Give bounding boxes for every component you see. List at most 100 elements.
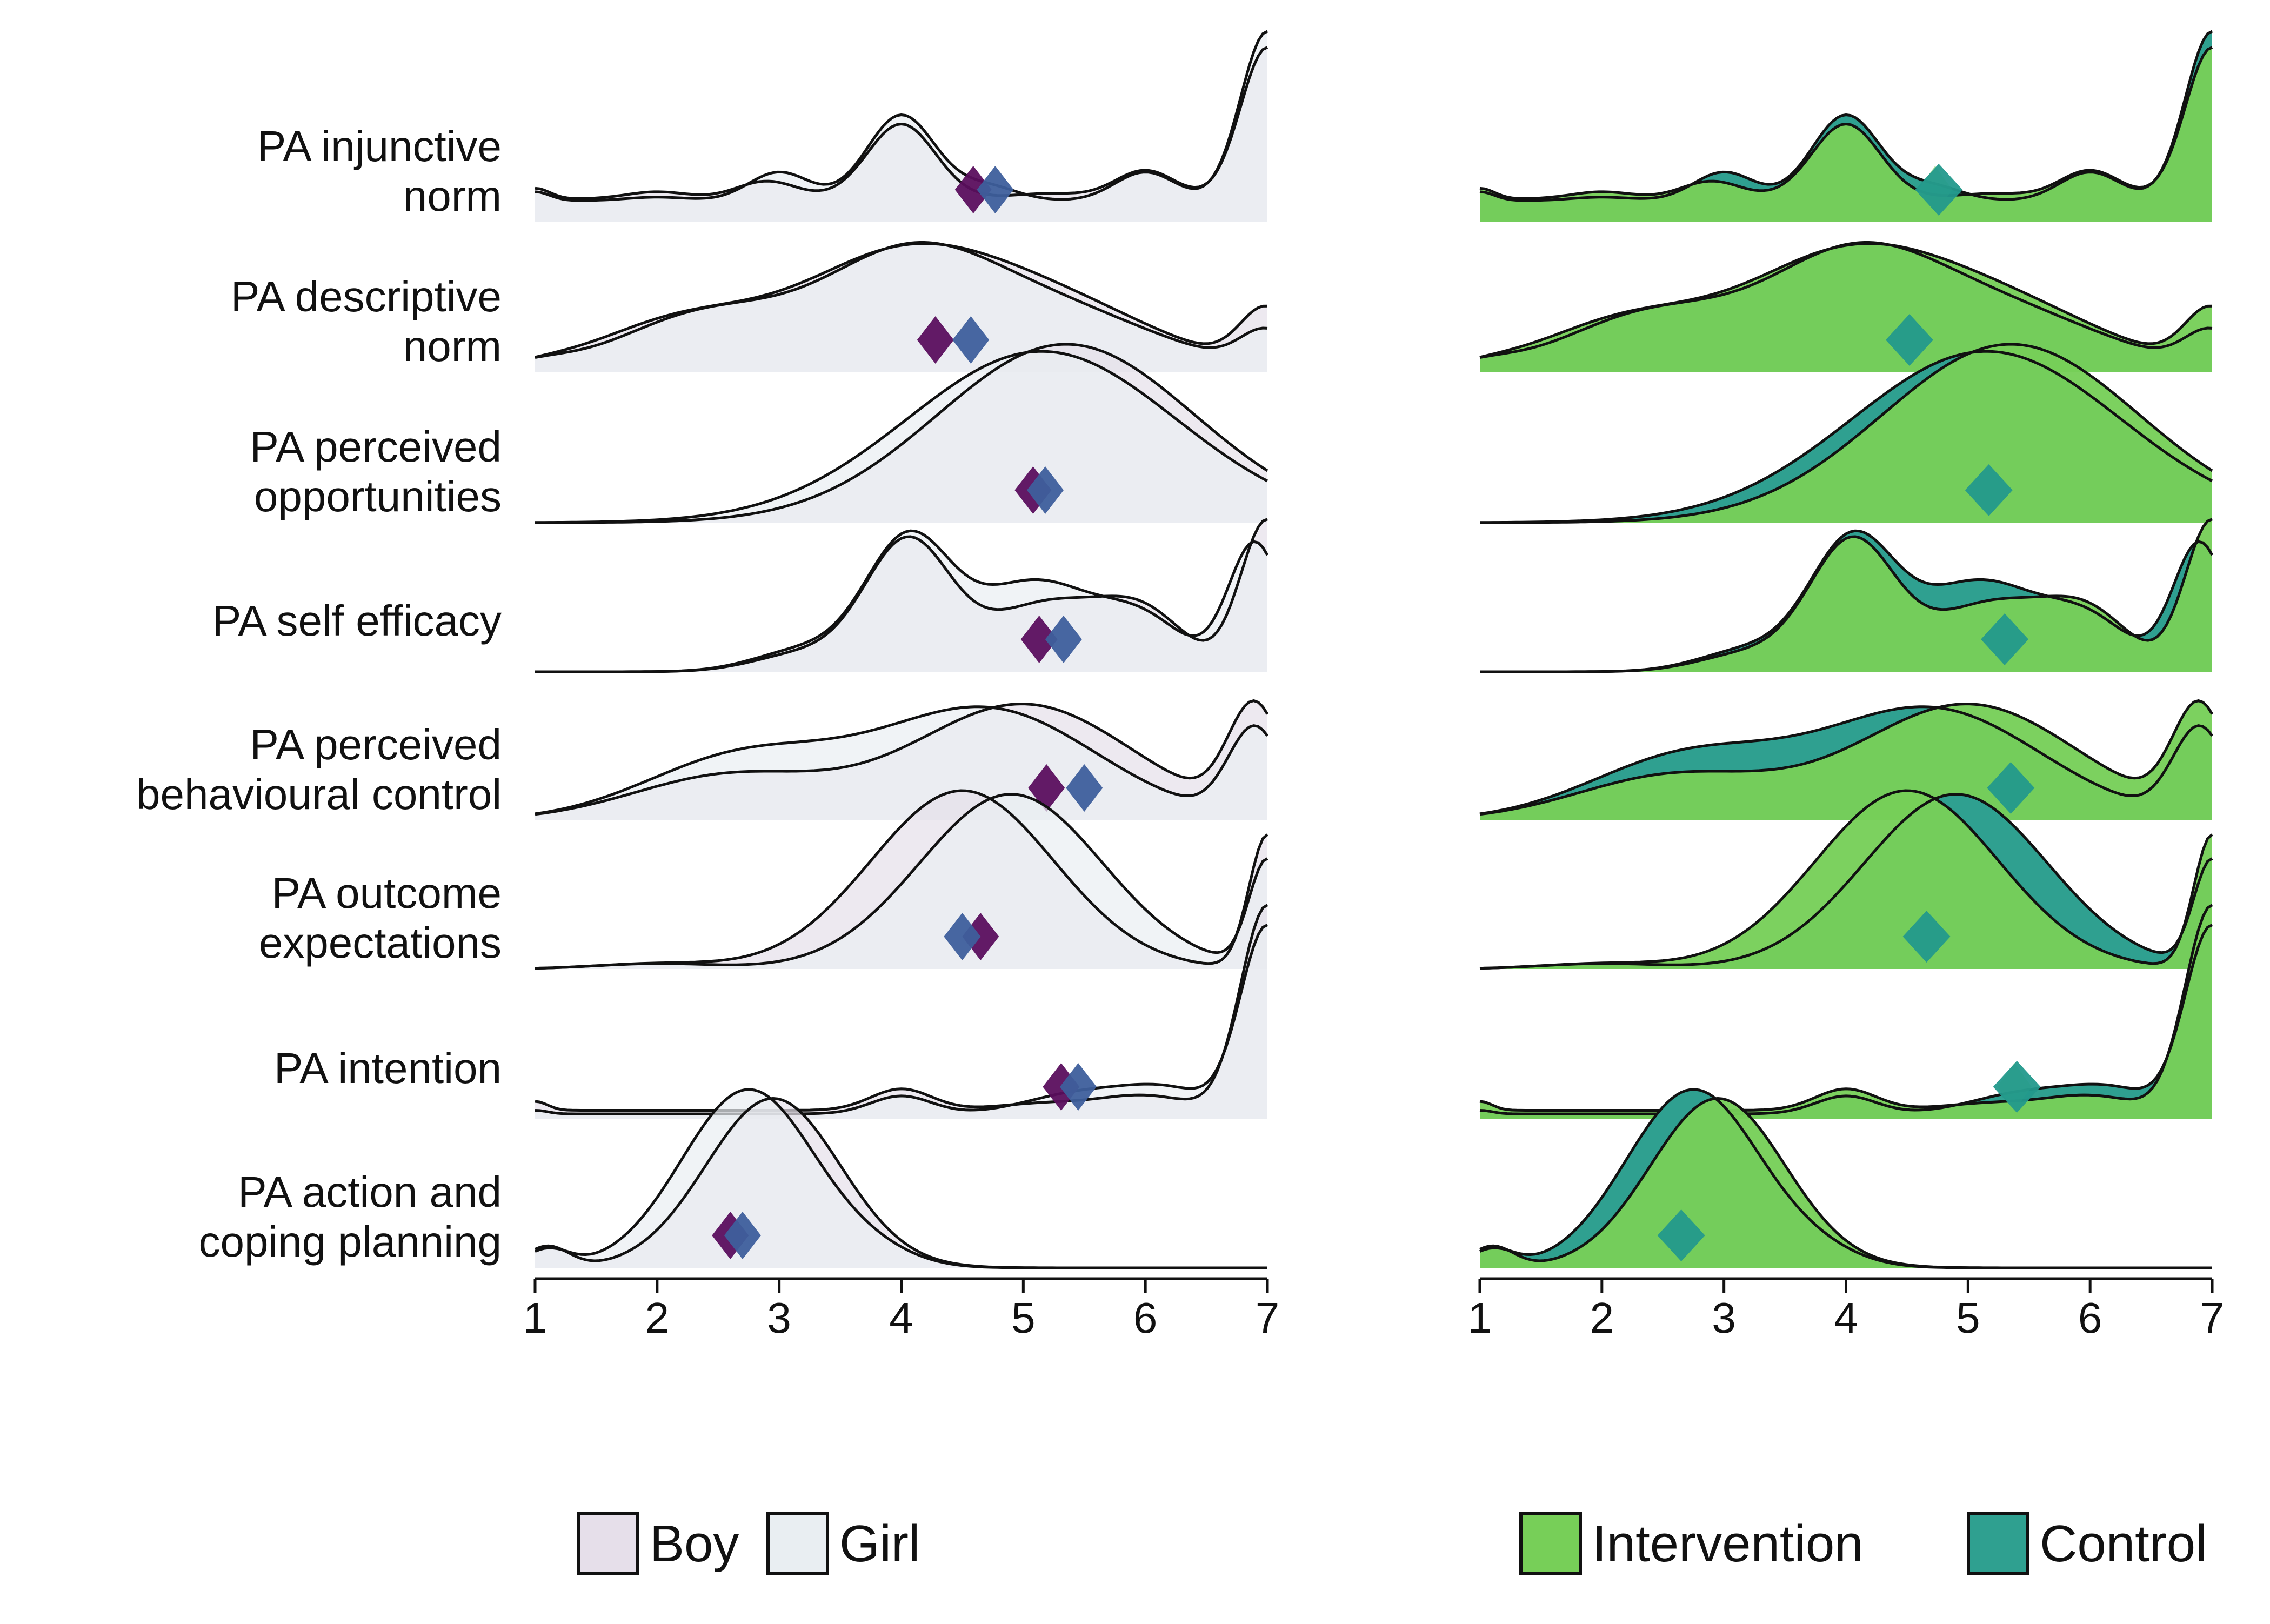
ridge-row bbox=[1480, 343, 2213, 524]
row-label: PA intention bbox=[274, 1044, 502, 1092]
ridge-row bbox=[1480, 518, 2214, 673]
x-tick-label: 6 bbox=[1133, 1294, 1158, 1342]
mean-marker-control bbox=[1981, 613, 2029, 665]
x-tick-label: 1 bbox=[1468, 1294, 1492, 1342]
ridge-row bbox=[535, 1088, 1267, 1269]
density-area-girl bbox=[535, 794, 1267, 969]
density-area-girl bbox=[535, 706, 1267, 820]
mean-marker-girl bbox=[1059, 1063, 1097, 1111]
row-label: PA injunctive norm bbox=[257, 122, 502, 220]
density-line-intervention bbox=[1479, 1097, 2212, 1269]
mean-marker-girl bbox=[944, 913, 981, 960]
legends: Boy Girl Intervention Control bbox=[577, 1512, 2207, 1575]
row-label: PA descriptive norm bbox=[231, 272, 502, 370]
density-line-intervention bbox=[1480, 518, 2213, 673]
density-line-intervention bbox=[1479, 242, 2213, 359]
density-line-girl bbox=[535, 529, 1269, 673]
mean-marker-control bbox=[1965, 464, 2013, 516]
density-line-girl bbox=[535, 350, 1268, 524]
density-line-boy bbox=[535, 699, 1269, 816]
x-tick-label: 6 bbox=[2078, 1294, 2102, 1342]
ridge-row bbox=[1479, 241, 2213, 372]
mean-marker-control bbox=[1657, 1209, 1705, 1261]
row-label: PA self efficacy bbox=[212, 597, 502, 645]
x-tick-label: 7 bbox=[1256, 1294, 1280, 1342]
x-axis: 1 2 3 4 5 6 7 bbox=[523, 1277, 1280, 1342]
row-label: PA perceived behavioural control bbox=[136, 720, 502, 818]
density-area-girl bbox=[535, 1089, 1267, 1268]
density-area-intervention bbox=[1480, 243, 2212, 372]
density-line-girl bbox=[535, 924, 1268, 1115]
mean-marker-boy bbox=[954, 166, 992, 213]
density-line-girl bbox=[535, 793, 1268, 970]
density-line-boy bbox=[535, 46, 1268, 200]
density-area-girl bbox=[535, 531, 1267, 672]
ridge-row bbox=[535, 904, 1268, 1119]
row-label: PA perceived opportunities bbox=[250, 423, 502, 520]
density-line-boy bbox=[535, 904, 1268, 1112]
ridge-row bbox=[1479, 789, 2213, 970]
ridge-row bbox=[535, 518, 1269, 673]
mean-marker-girl bbox=[977, 166, 1014, 213]
ridge-row bbox=[535, 30, 1268, 223]
legend-label: Control bbox=[2040, 1515, 2207, 1573]
ridge-row bbox=[1479, 1088, 2212, 1269]
density-area-intervention bbox=[1480, 1098, 2212, 1268]
mean-marker-girl bbox=[724, 1212, 761, 1259]
x-tick-label: 4 bbox=[1834, 1294, 1858, 1342]
ridge-row bbox=[535, 789, 1268, 970]
density-area-intervention bbox=[1480, 791, 2212, 969]
ridge-row bbox=[535, 241, 1268, 372]
density-line-intervention bbox=[1479, 789, 2213, 970]
legend-label: Girl bbox=[839, 1515, 920, 1573]
legend-label: Boy bbox=[650, 1515, 739, 1573]
mean-marker-boy bbox=[917, 316, 954, 364]
mean-marker-girl bbox=[1066, 764, 1103, 812]
x-tick-label: 3 bbox=[1712, 1294, 1736, 1342]
mean-marker-girl bbox=[1026, 466, 1064, 514]
x-tick-label: 2 bbox=[645, 1294, 670, 1342]
density-line-intervention bbox=[1480, 343, 2213, 524]
ridge-row bbox=[1479, 699, 2214, 820]
density-line-girl bbox=[535, 1088, 1267, 1269]
row-label: PA action and coping planning bbox=[199, 1168, 502, 1266]
density-area-intervention bbox=[1480, 700, 2212, 820]
mean-marker-control bbox=[1993, 1061, 2041, 1113]
mean-marker-boy bbox=[1020, 616, 1058, 663]
density-area-girl bbox=[535, 31, 1267, 223]
legend-item-girl: Girl bbox=[766, 1512, 920, 1575]
density-line-intervention bbox=[1479, 699, 2214, 816]
x-tick-label: 5 bbox=[1956, 1294, 1980, 1342]
legend-swatch bbox=[1519, 1512, 1582, 1575]
mean-marker-control bbox=[1915, 164, 1963, 216]
density-line-intervention bbox=[1479, 46, 2213, 200]
density-line-girl bbox=[535, 241, 1268, 359]
legend: Boy Girl bbox=[577, 1512, 920, 1575]
x-tick-label: 5 bbox=[1011, 1294, 1036, 1342]
ridge-row bbox=[535, 699, 1269, 820]
mean-marker-control bbox=[1902, 911, 1951, 963]
panel-sex: 1 2 3 4 5 6 7 bbox=[523, 30, 1280, 1342]
density-line-control bbox=[1479, 705, 2213, 816]
legend-item-boy: Boy bbox=[577, 1512, 739, 1575]
x-tick-label: 4 bbox=[889, 1294, 913, 1342]
density-line-girl bbox=[535, 705, 1268, 816]
density-line-control bbox=[1479, 30, 2213, 202]
legend-item-intervention: Intervention bbox=[1519, 1512, 1864, 1575]
ridge-row bbox=[535, 343, 1268, 524]
x-tick-label: 2 bbox=[1590, 1294, 1614, 1342]
x-tick-label: 3 bbox=[767, 1294, 791, 1342]
mean-marker-girl bbox=[1045, 616, 1082, 663]
legend-swatch bbox=[1967, 1512, 2029, 1575]
density-line-intervention bbox=[1479, 904, 2213, 1112]
x-tick-label: 7 bbox=[2200, 1294, 2225, 1342]
density-line-control bbox=[1479, 924, 2213, 1115]
density-area-intervention bbox=[1480, 344, 2212, 523]
legend: Intervention Control bbox=[1519, 1512, 2207, 1575]
ridge-row bbox=[1479, 30, 2213, 223]
density-area-intervention bbox=[1480, 519, 2212, 672]
legend-swatch bbox=[577, 1512, 639, 1575]
mean-marker-girl bbox=[952, 316, 990, 364]
